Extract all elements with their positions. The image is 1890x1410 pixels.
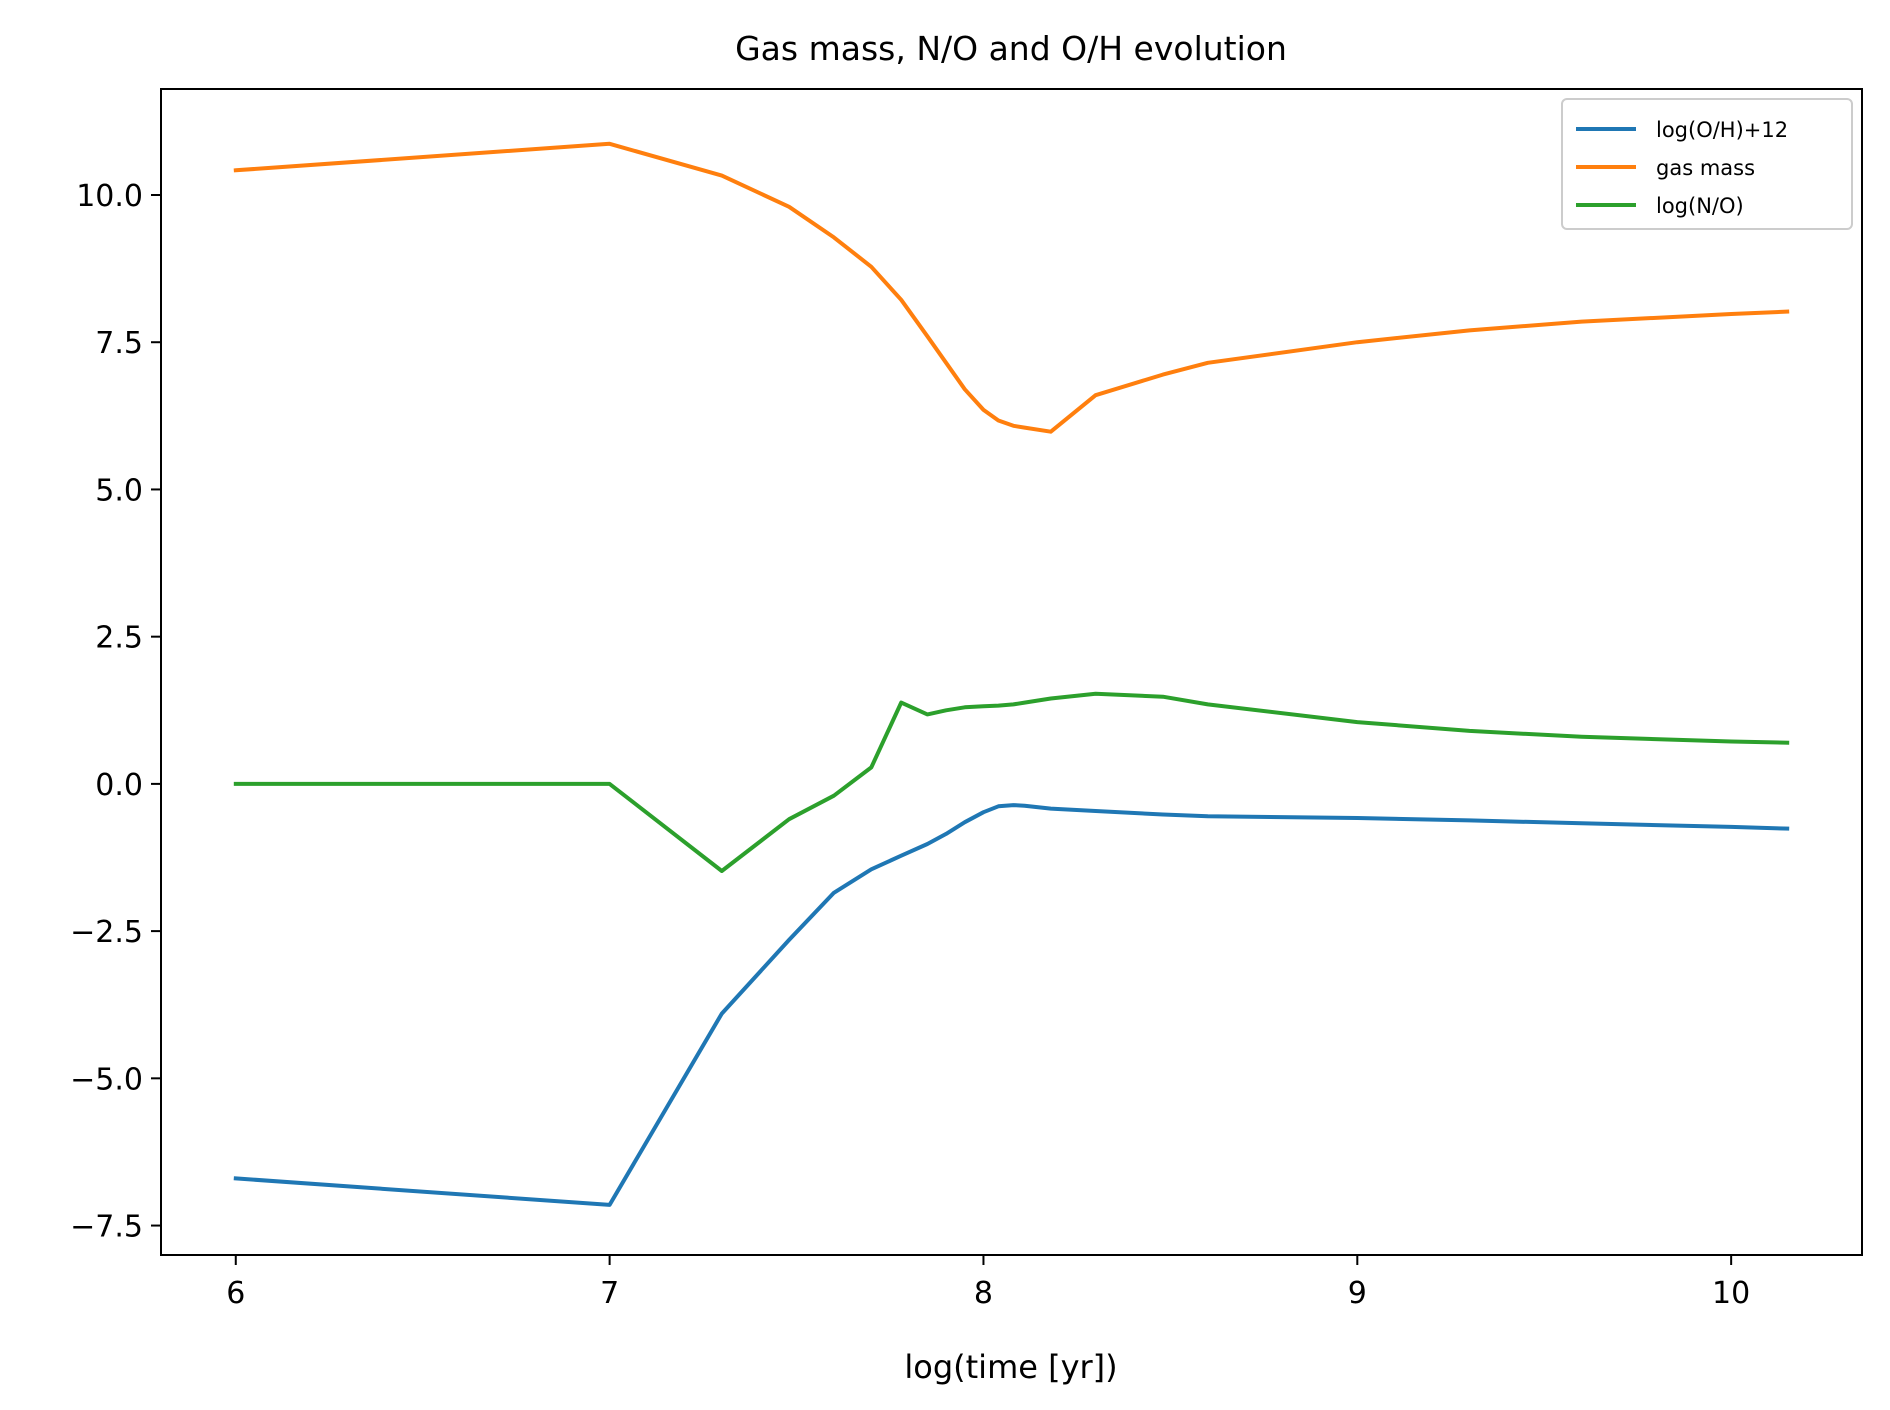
series-line-3 xyxy=(233,691,1790,873)
plot-frame xyxy=(160,88,1863,1256)
y-tick-label: 7.5 xyxy=(95,326,143,361)
series-line-2 xyxy=(233,141,1790,434)
x-tick-label: 8 xyxy=(974,1276,993,1311)
y-tick-label: −2.5 xyxy=(70,915,143,950)
chart-title: Gas mass, N/O and O/H evolution xyxy=(735,29,1287,68)
x-tick-label: 10 xyxy=(1712,1276,1750,1311)
x-tick-label: 7 xyxy=(600,1276,619,1311)
legend-label-3: log(N/O) xyxy=(1656,194,1744,218)
series-line-1 xyxy=(233,803,1790,1207)
plot-area xyxy=(233,141,1790,1207)
y-tick-label: −5.0 xyxy=(70,1062,143,1097)
x-tick-label: 6 xyxy=(226,1276,245,1311)
y-tick-label: 2.5 xyxy=(95,621,143,656)
y-tick-label: 5.0 xyxy=(95,473,143,508)
legend-label-2: gas mass xyxy=(1656,156,1755,180)
y-tick-label: −7.5 xyxy=(70,1210,143,1245)
x-tick-label: 9 xyxy=(1348,1276,1367,1311)
y-tick-label: 0.0 xyxy=(95,768,143,803)
legend: log(O/H)+12 gas mass log(N/O) xyxy=(1561,98,1853,230)
y-tick-label: 10.0 xyxy=(76,179,143,214)
legend-label-1: log(O/H)+12 xyxy=(1656,118,1788,142)
axes: 6 7 8 9 10 −7.5 −5.0 −2.5 0.0 2.5 5.0 7.5 10.0 xyxy=(70,88,1863,1311)
x-axis-label: log(time [yr]) xyxy=(904,1348,1117,1386)
legend-box xyxy=(1561,98,1853,230)
